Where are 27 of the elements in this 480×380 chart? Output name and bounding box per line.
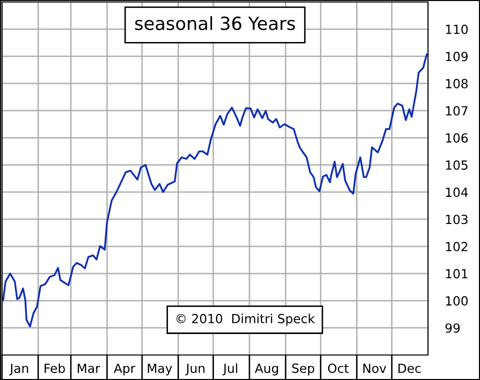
x-tick-label: Jun [185, 364, 204, 376]
y-tick-label: 100 [446, 296, 468, 306]
x-tick-label: Aug [254, 364, 278, 376]
y-tick-label: 99 [445, 323, 460, 333]
y-tick-label: 106 [446, 133, 468, 143]
x-tick-label: Mar [78, 364, 100, 374]
x-tick-label: Apr [114, 364, 136, 376]
x-tick-label: Dec [398, 364, 421, 374]
y-tick-label: 108 [446, 78, 468, 88]
y-tick-label: 102 [446, 242, 468, 252]
y-tick-label: 107 [446, 106, 468, 116]
annotation: © 2010 Dimitri Speck [176, 314, 315, 326]
x-tick-label: Nov [363, 364, 386, 374]
y-tick-label: 101 [446, 269, 468, 278]
y-tick-label: 105 [446, 160, 468, 170]
x-tick-label: Sep [292, 364, 314, 376]
y-tick-label: 110 [446, 24, 468, 34]
y-tick-label: 103 [446, 214, 468, 224]
y-tick-label: 104 [446, 188, 468, 198]
text: seasonal 36 Years [135, 16, 295, 30]
y-tick-label: 109 [446, 52, 468, 62]
x-tick-label: May [148, 364, 172, 376]
line-series [2, 54, 428, 328]
x-tick-label: Oct [328, 364, 349, 374]
x-tick-label: Jan [9, 364, 28, 376]
x-tick-label: Feb [44, 363, 65, 374]
x-tick-label: Jul [222, 363, 238, 376]
